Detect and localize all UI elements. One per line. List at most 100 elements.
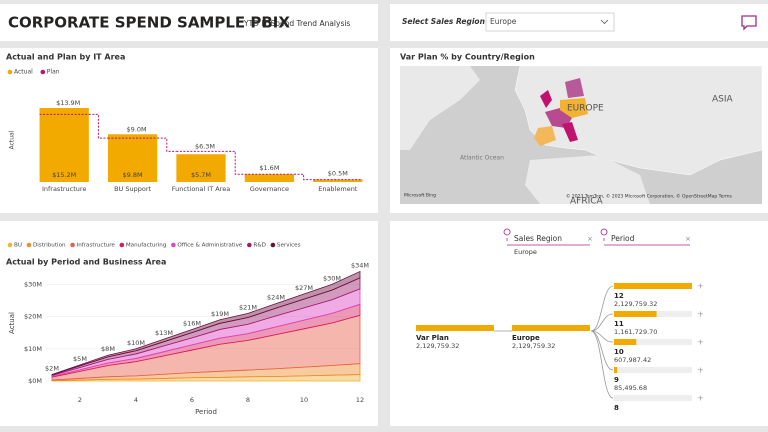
bar bbox=[313, 179, 363, 182]
tree-node-label: 12 bbox=[614, 292, 624, 300]
legend-marker bbox=[270, 242, 276, 248]
legend-label: R&D bbox=[253, 243, 266, 249]
header-panel bbox=[0, 4, 378, 41]
legend-marker bbox=[247, 242, 252, 248]
x-tick-label: 10 bbox=[300, 396, 308, 404]
tree-bar[interactable] bbox=[614, 283, 692, 289]
map-region bbox=[560, 98, 588, 118]
legend-label: Distribution bbox=[33, 243, 66, 249]
field-icon bbox=[600, 228, 608, 241]
tree-bar[interactable] bbox=[512, 325, 590, 331]
area bbox=[51, 270, 361, 376]
tree-expand[interactable]: + bbox=[697, 282, 704, 291]
tree-node-label: 11 bbox=[614, 320, 624, 328]
data-label: $9.0M bbox=[127, 125, 147, 133]
tree-expand[interactable]: + bbox=[697, 310, 704, 319]
x-tick-label: Governance bbox=[250, 185, 289, 193]
legend-label: Plan bbox=[47, 69, 60, 76]
map-land-africa bbox=[525, 155, 650, 204]
tree-bar[interactable] bbox=[614, 367, 618, 373]
map-label: EUROPE bbox=[567, 104, 604, 114]
x-axis-label: Period bbox=[195, 408, 217, 416]
slicer-label: Select Sales Region bbox=[402, 17, 485, 26]
legend-label: Actual bbox=[14, 69, 33, 76]
plan-connector bbox=[225, 150, 245, 175]
tree-bar[interactable] bbox=[614, 339, 637, 345]
tree-bar-track bbox=[614, 395, 692, 401]
field-icon bbox=[503, 228, 511, 241]
total-label: $30M bbox=[323, 274, 341, 282]
total-label: $34M bbox=[351, 261, 369, 269]
legend-label: Office & Administrative bbox=[177, 243, 243, 249]
tree-node-value: 85,495.68 bbox=[614, 384, 647, 392]
x-tick-label: 6 bbox=[190, 396, 194, 404]
data-label: $5.7M bbox=[191, 171, 211, 179]
total-label: $27M bbox=[295, 284, 313, 292]
y-tick-label: $0M bbox=[28, 377, 42, 385]
x-tick-label: Infrastructure bbox=[42, 185, 86, 193]
plan-connector bbox=[157, 137, 177, 152]
tree-expand[interactable]: + bbox=[697, 394, 704, 403]
total-label: $21M bbox=[239, 303, 257, 311]
level-remove[interactable]: × bbox=[685, 235, 691, 243]
level-field: Sales Region bbox=[514, 234, 562, 243]
tree-node-value: 1,161,729.70 bbox=[614, 328, 657, 336]
data-label: $6.3M bbox=[195, 142, 215, 150]
map-label: AFRICA bbox=[570, 197, 604, 207]
legend-label: Infrastructure bbox=[77, 243, 116, 249]
y-tick-label: $10M bbox=[24, 345, 42, 353]
legend-label: BU bbox=[14, 243, 22, 249]
tree-connector bbox=[590, 330, 614, 399]
x-tick-label: Functional IT Area bbox=[172, 185, 230, 193]
tree-expand[interactable]: + bbox=[697, 338, 704, 347]
data-label: $1.6M bbox=[259, 164, 279, 172]
data-label: $9.8M bbox=[123, 171, 143, 179]
map-title: Var Plan % by Country/Region bbox=[400, 53, 535, 62]
bar-chart-title: Actual and Plan by IT Area bbox=[6, 53, 125, 62]
y-axis-label: Actual bbox=[8, 312, 16, 334]
decomposition-panel bbox=[390, 221, 768, 426]
x-tick-label: 8 bbox=[246, 396, 250, 404]
map-label: Atlantic Ocean bbox=[460, 155, 504, 162]
data-label: $15.2M bbox=[52, 171, 76, 179]
legend-marker bbox=[7, 69, 13, 75]
total-label: $13M bbox=[155, 329, 173, 337]
tree-bar[interactable] bbox=[614, 311, 657, 317]
level-remove[interactable]: × bbox=[587, 235, 593, 243]
bar bbox=[107, 134, 158, 182]
tree-node-value: 2,129,759.32 bbox=[416, 342, 459, 350]
total-label: $16M bbox=[183, 319, 201, 327]
legend-marker bbox=[171, 242, 176, 248]
tree-node-value: 2,129,759.32 bbox=[614, 300, 657, 308]
x-tick-label: BU Support bbox=[114, 185, 151, 193]
dropdown-chevron bbox=[600, 19, 609, 25]
tree-connector bbox=[590, 285, 614, 332]
tree-node-label: 10 bbox=[614, 348, 624, 356]
tree-node-label: 9 bbox=[614, 376, 619, 384]
map-label: ASIA bbox=[712, 95, 734, 105]
legend-marker bbox=[70, 242, 75, 248]
slicer-value: Europe bbox=[490, 17, 517, 26]
map-region bbox=[540, 90, 552, 108]
legend-marker bbox=[26, 242, 32, 248]
tree-expand[interactable]: + bbox=[697, 366, 704, 375]
bar bbox=[39, 108, 89, 182]
chat-icon[interactable] bbox=[741, 15, 757, 31]
header-subtitle: YTD IT Spend Trend Analysis bbox=[243, 19, 350, 28]
y-tick-label: $30M bbox=[24, 280, 42, 288]
plan-connector bbox=[294, 173, 314, 181]
x-tick-label: 4 bbox=[134, 396, 138, 404]
total-label: $10M bbox=[127, 339, 145, 347]
map-land-america bbox=[400, 66, 480, 150]
slicer-dropdown[interactable] bbox=[485, 12, 615, 32]
tree-bar[interactable] bbox=[416, 325, 494, 331]
y-tick-label: $20M bbox=[24, 313, 42, 321]
legend-marker bbox=[119, 242, 125, 248]
tree-bar-track bbox=[614, 367, 692, 373]
tree-node-label: Var Plan bbox=[416, 334, 449, 342]
legend-label: Services bbox=[277, 243, 301, 249]
total-label: $2M bbox=[45, 365, 59, 373]
map: EUROPE ASIA Atlantic Ocean AFRICA Micros… bbox=[400, 65, 763, 207]
